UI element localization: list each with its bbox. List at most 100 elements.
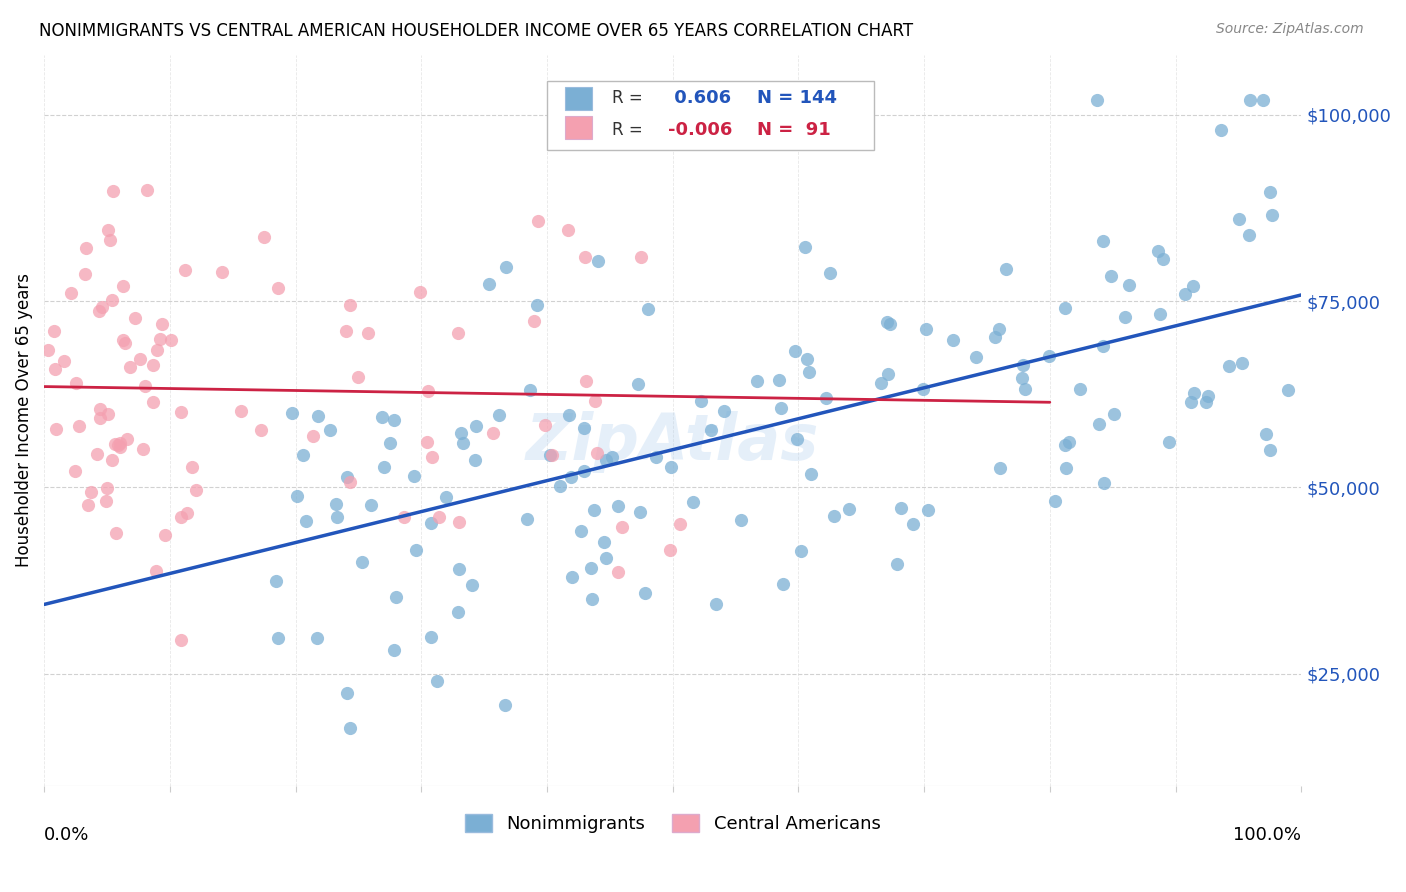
Point (65, 376, 87, 391)
Point (150, 318, 173, 332)
Text: N =  91: N = 91 (756, 120, 831, 138)
Point (799, 365, 821, 379)
Point (170, 633, 193, 648)
Point (115, 432, 138, 446)
Point (111, 279, 134, 293)
Point (876, 315, 898, 329)
Point (519, 384, 541, 398)
Point (1152, 252, 1174, 267)
Point (415, 435, 437, 450)
Point (451, 436, 474, 450)
Point (382, 642, 405, 657)
Point (574, 421, 596, 435)
Point (420, 516, 443, 530)
Text: Source: ZipAtlas.com: Source: ZipAtlas.com (1216, 22, 1364, 37)
Text: NONIMMIGRANTS VS CENTRAL AMERICAN HOUSEHOLDER INCOME OVER 65 YEARS CORRELATION C: NONIMMIGRANTS VS CENTRAL AMERICAN HOUSEH… (39, 22, 914, 40)
Point (53, 354, 76, 368)
Point (1011, 371, 1033, 385)
Point (1118, 277, 1140, 292)
Point (447, 606, 470, 620)
Point (1237, 227, 1260, 242)
Point (1209, 122, 1232, 136)
Point (1195, 395, 1218, 409)
Point (426, 673, 449, 688)
Point (231, 404, 253, 418)
Point (700, 93, 723, 107)
Point (63, 464, 86, 478)
Point (1011, 358, 1033, 372)
Point (135, 183, 157, 197)
Text: 0.606: 0.606 (668, 89, 731, 107)
Point (637, 301, 659, 316)
Point (879, 317, 901, 331)
Point (170, 405, 193, 419)
Point (347, 370, 370, 384)
Point (800, 467, 823, 482)
Point (886, 558, 908, 572)
Point (134, 379, 156, 393)
Point (561, 570, 583, 584)
Point (1054, 301, 1077, 315)
Point (540, 449, 562, 463)
Point (1056, 460, 1078, 475)
Point (409, 285, 432, 299)
Point (253, 230, 276, 244)
Point (574, 250, 596, 264)
Point (350, 555, 373, 569)
Point (516, 512, 538, 526)
Point (994, 261, 1017, 276)
Point (382, 412, 405, 426)
Point (1114, 310, 1136, 324)
Point (112, 333, 135, 347)
Point (149, 332, 172, 346)
Point (114, 335, 136, 350)
Text: ZipAtlas: ZipAtlas (526, 411, 820, 474)
Point (682, 495, 704, 509)
Point (704, 597, 727, 611)
Point (689, 393, 711, 408)
Point (45, 422, 67, 436)
Point (523, 314, 546, 328)
Point (1069, 382, 1091, 396)
Point (339, 298, 361, 312)
Point (295, 514, 318, 528)
Point (1146, 244, 1168, 258)
Point (104, 437, 127, 451)
Point (560, 470, 582, 484)
Point (572, 464, 595, 478)
Point (120, 360, 142, 375)
Point (659, 542, 682, 557)
Point (595, 453, 617, 467)
Point (370, 410, 392, 425)
Point (664, 102, 686, 116)
Point (870, 376, 893, 391)
Point (634, 585, 657, 599)
Point (482, 425, 505, 440)
Point (80, 485, 103, 500)
Point (124, 310, 146, 325)
Point (1261, 208, 1284, 222)
Point (422, 450, 444, 464)
Text: R =: R = (613, 120, 648, 138)
Point (1085, 93, 1108, 107)
Point (176, 506, 198, 520)
Point (494, 698, 516, 712)
Point (170, 510, 193, 524)
Point (527, 214, 550, 228)
Point (747, 374, 769, 388)
Point (592, 534, 614, 549)
Point (538, 448, 561, 462)
Point (128, 352, 150, 367)
Point (449, 562, 471, 576)
Point (595, 550, 617, 565)
Point (630, 250, 652, 264)
Point (360, 498, 382, 512)
Point (145, 564, 167, 578)
Point (1092, 476, 1115, 491)
Point (917, 502, 939, 516)
Point (575, 374, 598, 388)
Point (772, 577, 794, 591)
Point (915, 322, 938, 336)
Point (159, 333, 181, 347)
Point (600, 450, 623, 464)
